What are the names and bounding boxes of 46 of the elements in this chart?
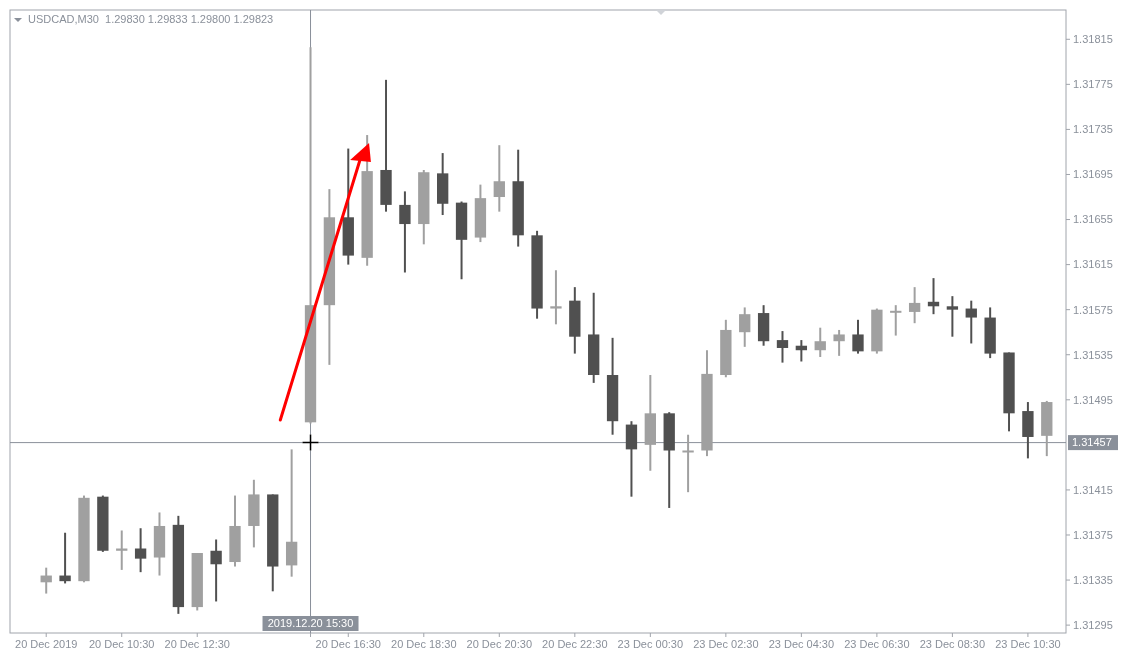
y-tick-label: 1.31375 — [1073, 528, 1113, 541]
x-tick-label: 23 Dec 06:30 — [844, 638, 910, 650]
y-tick-label: 1.31615 — [1073, 258, 1113, 271]
x-tick-label: 20 Dec 12:30 — [164, 638, 230, 650]
y-tick-label: 1.31775 — [1073, 78, 1113, 91]
candlestick — [776, 330, 789, 364]
candlestick — [852, 318, 864, 355]
candlestick — [550, 269, 562, 326]
candlestick — [493, 144, 505, 213]
candlestick — [890, 304, 902, 337]
x-tick-label: 23 Dec 04:30 — [768, 638, 835, 650]
y-tick-label: 1.31735 — [1073, 123, 1113, 136]
candlestick — [682, 433, 694, 494]
x-tick-label: 20 Dec 2019 — [15, 638, 78, 650]
ref-line-label: 1.31457 — [1072, 436, 1112, 449]
x-tick-label: 20 Dec 16:30 — [315, 638, 381, 650]
x-tick-label: 23 Dec 08:30 — [919, 638, 986, 650]
candlestick — [965, 299, 977, 345]
candlestick — [210, 538, 222, 603]
y-tick-label: 1.31415 — [1073, 483, 1113, 496]
candlestick — [946, 295, 959, 338]
candlestick — [399, 190, 411, 274]
x-tick-label: 23 Dec 02:30 — [693, 638, 759, 650]
candlestick — [814, 326, 826, 358]
y-tick-label: 1.31655 — [1073, 213, 1113, 226]
candlestick — [285, 448, 298, 578]
y-tick-label: 1.31695 — [1073, 168, 1113, 181]
y-tick-label: 1.31335 — [1073, 573, 1113, 586]
y-tick-label: 1.31575 — [1073, 303, 1113, 316]
x-tick-label: 2019.12.20 15:30 — [267, 617, 354, 629]
candlestick — [134, 527, 147, 574]
candlestick — [833, 328, 845, 357]
x-tick-label: 20 Dec 18:30 — [391, 638, 457, 650]
x-tick-label: 20 Dec 20:30 — [466, 638, 533, 650]
x-tick-label: 23 Dec 10:30 — [995, 638, 1061, 650]
y-tick-label: 1.31295 — [1073, 618, 1113, 631]
y-tick-label: 1.31495 — [1073, 393, 1113, 406]
x-tick-label: 20 Dec 10:30 — [89, 638, 155, 650]
y-tick-label: 1.31815 — [1073, 33, 1113, 46]
y-tick-label: 1.31535 — [1073, 348, 1113, 361]
chart-title: USDCAD,M30 1.29830 1.29833 1.29800 1.29823 — [28, 13, 274, 25]
x-tick-label: 23 Dec 00:30 — [617, 638, 684, 650]
candlestick — [908, 286, 921, 325]
candlestick — [739, 306, 751, 348]
candlestick — [59, 531, 71, 585]
x-tick-label: 20 Dec 22:30 — [542, 638, 608, 650]
